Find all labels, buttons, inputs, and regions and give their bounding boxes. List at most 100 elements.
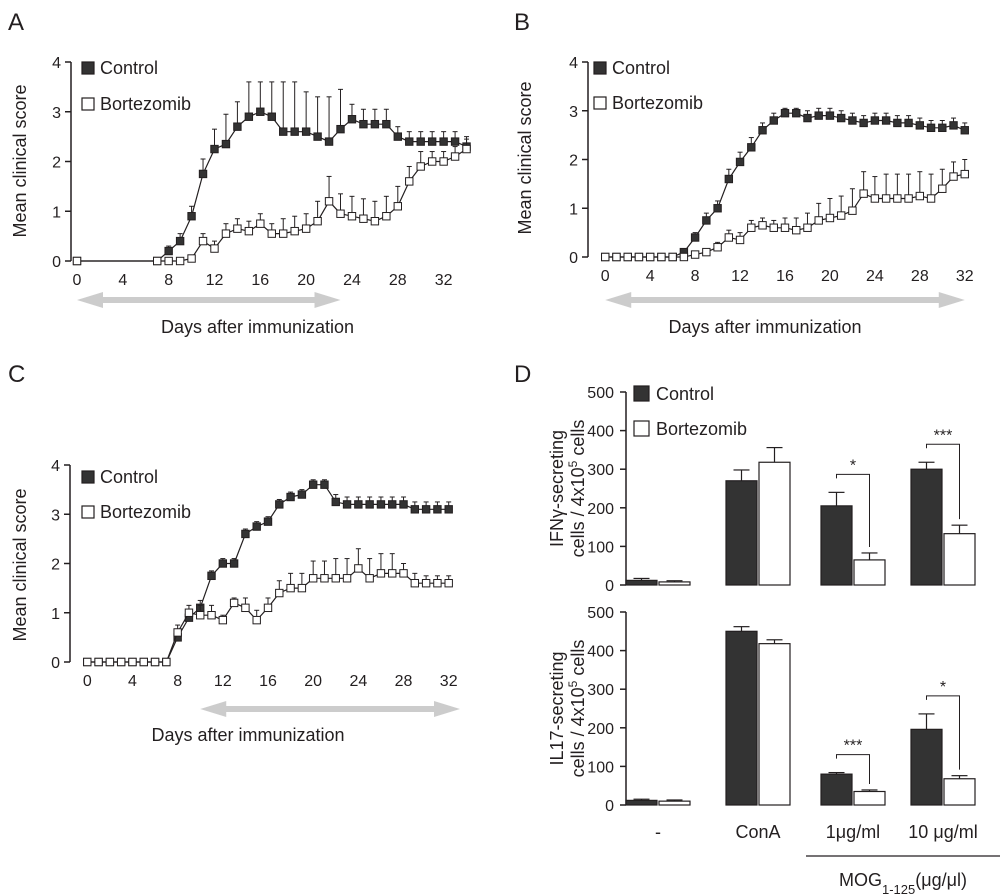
y-tick-label: 200 [587,501,614,518]
data-point [252,615,261,625]
y-tick-label: 3 [569,104,578,121]
data-point [297,583,307,593]
legend-label: Bortezomib [612,93,703,113]
y-axis-label-part: cells [568,420,588,461]
data-point [421,579,431,588]
data-point [904,194,913,203]
y-axis-label-line1: IL17-secreting [547,651,567,765]
data-point [393,202,403,211]
group-label: MOG1-125(μg/μl) [839,870,967,896]
data-point [421,505,431,514]
legend-marker [81,97,95,111]
data-point [792,225,801,235]
data-point [450,137,460,146]
data-point [623,252,632,262]
bar [658,581,691,586]
data-point [162,657,171,667]
data-point [780,108,790,118]
data-point [139,657,148,667]
bar [853,790,886,806]
x-tick-label: 4 [118,272,127,289]
y-axis-label: Mean clinical score [515,81,535,234]
x-tick-label: 28 [389,272,407,289]
treatment-period-arrow [77,292,341,308]
significance-label: *** [844,738,863,755]
data-point [376,500,386,509]
data-point [645,252,655,262]
legend-marker [633,385,650,402]
data-point [769,116,778,125]
data-point [164,246,173,256]
group-label-main: MOG [839,870,882,890]
legend-marker [81,470,95,484]
data-point [747,143,756,152]
data-point [803,113,812,123]
y-axis-label: Mean clinical score [10,84,30,237]
subplot-il17: 0 100 200 300 400 500 IL17-secreting cells / 4x… [547,605,976,815]
significance-label: * [850,457,856,474]
category-label: 1μg/ml [826,822,880,842]
x-tick-label: 28 [395,673,413,690]
data-point [836,211,846,220]
data-point [297,490,307,499]
data-point [173,628,182,637]
x-tick-label: 16 [251,272,269,289]
data-point [702,247,711,257]
data-point [444,579,453,588]
data-point [198,236,208,246]
data-point [365,574,374,583]
series-bortezomib [601,159,969,262]
data-point [301,224,311,233]
data-point [365,500,374,509]
x-tick-label: 20 [297,272,315,289]
data-point [370,119,380,129]
x-tick-label: 12 [206,272,224,289]
data-point [198,169,208,179]
data-point [668,252,677,262]
data-point [244,226,254,236]
data-point [904,118,913,128]
bar [758,643,791,806]
data-point [308,480,318,489]
legend-marker [593,96,607,110]
data-point [405,137,414,146]
data-point [427,157,437,166]
x-tick-label: 32 [956,268,974,285]
data-point [881,194,891,203]
treatment-period-arrow [200,701,460,717]
data-point [164,256,173,266]
data-point [382,119,391,129]
data-point [342,574,352,583]
legend-marker [633,420,650,437]
data-point [324,137,334,146]
y-tick-label: 500 [587,605,614,622]
data-point [267,112,276,121]
y-tick-label: 0 [605,798,614,815]
data-point [94,657,103,667]
data-point [210,244,219,253]
data-point [915,191,925,201]
y-axis-label-line2: cells / 4x105 cells [566,640,588,778]
data-point [279,127,288,136]
data-point [836,113,846,123]
significance-bracket [836,473,870,547]
y-tick-label: 0 [51,655,60,672]
data-point [416,137,425,146]
data-point [184,608,194,617]
y-tick-label: 2 [52,155,61,172]
x-tick-label: 0 [83,673,92,690]
data-point [881,116,891,125]
legend-marker [593,61,607,75]
data-point [207,611,216,620]
data-point [72,256,82,266]
data-point [702,216,711,225]
data-point [221,229,231,238]
series-line [605,173,965,258]
data-point [634,252,644,262]
data-point [735,235,745,245]
data-point [938,123,947,133]
data-point [207,571,216,581]
panel-letter: C [8,361,25,388]
data-point [153,256,162,266]
data-point [416,162,425,171]
